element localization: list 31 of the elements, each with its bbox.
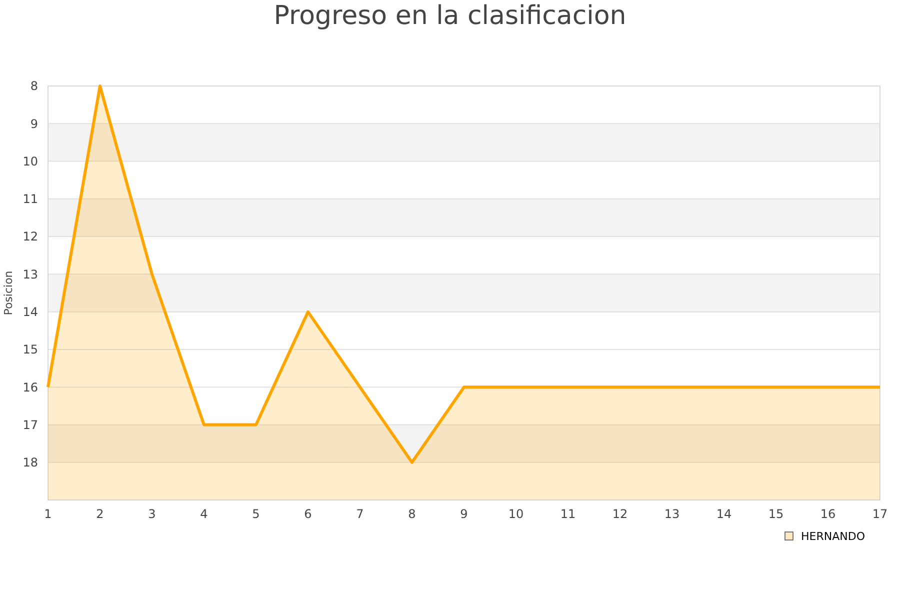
x-tick-label: 7 (356, 507, 364, 521)
x-tick-label: 3 (148, 507, 156, 521)
x-tick-label: 16 (820, 507, 836, 521)
x-tick-label: 13 (664, 507, 680, 521)
y-tick-label: 9 (30, 116, 38, 131)
x-tick-label: 5 (252, 507, 260, 521)
x-tick-label: 1 (44, 507, 52, 521)
y-tick-label: 8 (30, 79, 38, 94)
y-tick-label: 14 (22, 305, 38, 320)
x-tick-label: 8 (408, 507, 416, 521)
x-tick-label: 9 (460, 507, 468, 521)
y-tick-label: 13 (22, 267, 38, 282)
y-tick-label: 11 (22, 192, 38, 206)
chart-title: Progreso en la clasificacion (274, 1, 626, 31)
y-axis-title: Posicion (2, 270, 15, 316)
x-tick-label: 12 (612, 507, 628, 521)
y-tick-label: 16 (22, 380, 38, 394)
x-tick-label: 2 (96, 507, 104, 521)
y-tick-label: 18 (22, 456, 38, 470)
y-tick-label: 15 (22, 342, 38, 357)
x-tick-label: 4 (200, 507, 208, 521)
x-tick-label: 15 (768, 507, 784, 521)
y-tick-label: 12 (22, 230, 38, 244)
x-tick-label: 14 (716, 507, 732, 521)
x-tick-label: 11 (560, 507, 576, 521)
legend-label: HERNANDO (801, 530, 866, 543)
x-tick-label: 17 (872, 507, 888, 521)
y-tick-label: 17 (22, 418, 38, 432)
x-tick-label: 6 (304, 507, 312, 521)
x-tick-label: 10 (508, 507, 524, 521)
y-tick-label: 10 (22, 154, 38, 168)
